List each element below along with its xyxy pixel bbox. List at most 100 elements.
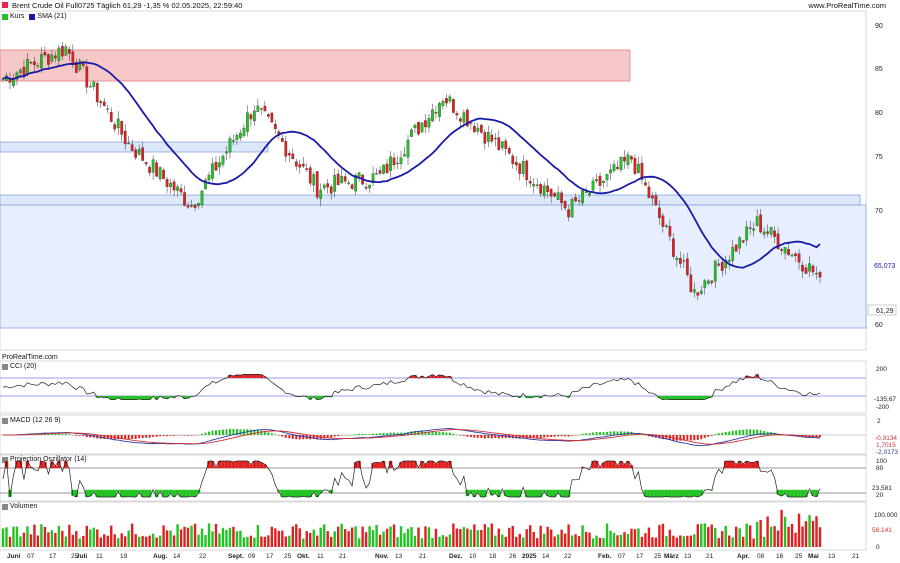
- projection-high-fill: [434, 463, 438, 469]
- x-day-label: 25: [795, 553, 803, 560]
- macd-hist-bar: [728, 431, 731, 435]
- projection-low-fill: [280, 489, 285, 497]
- projection-value: 23,581: [872, 485, 892, 492]
- macd-hist-bar: [647, 435, 650, 437]
- volume-value: 58.141: [872, 527, 892, 534]
- volume-bar: [595, 535, 598, 547]
- candle-body: [420, 122, 424, 133]
- projection-low-fill: [476, 489, 480, 493]
- candle-body: [312, 174, 316, 186]
- projection-legend: Projection Oszillator (14): [2, 456, 87, 463]
- projection-low-fill: [661, 489, 665, 497]
- support-zone-upper[interactable]: [0, 141, 269, 153]
- cci-oversold-fill: [140, 396, 145, 400]
- volume-bar: [96, 529, 99, 547]
- candle-body: [553, 192, 556, 197]
- candle-body: [479, 124, 483, 133]
- candle-body: [308, 167, 312, 184]
- volume-bar: [766, 516, 769, 547]
- volume-bar: [494, 535, 497, 547]
- projection-high-fill: [413, 461, 417, 469]
- volume-bar: [26, 526, 29, 547]
- support-zone-middle[interactable]: [0, 194, 861, 206]
- candle-body: [521, 161, 525, 174]
- projection-low-fill: [126, 489, 131, 497]
- volume-bar: [480, 530, 483, 547]
- macd-hist-bar: [431, 431, 434, 435]
- candle-body: [483, 132, 487, 144]
- candle-body: [71, 51, 75, 65]
- cci-oversold-fill: [699, 396, 704, 400]
- volume-bar: [312, 529, 315, 547]
- volume-bar: [647, 527, 651, 547]
- macd-hist-bar: [441, 432, 444, 435]
- projection-low-fill: [193, 489, 197, 497]
- candle-body: [36, 65, 40, 67]
- cci-overbought-fill: [430, 374, 435, 378]
- macd-hist-bar: [354, 434, 357, 435]
- macd-hist-bar: [427, 431, 430, 435]
- candle-body: [644, 182, 647, 186]
- volume-bar: [33, 524, 36, 547]
- chart-header: Brent Crude Oil Full0725 Täglich 61,29 -…: [0, 0, 900, 11]
- candle-body: [256, 105, 260, 112]
- volume-bar: [818, 527, 822, 547]
- projection-line: [2, 459, 821, 498]
- macd-hist-bar: [445, 432, 448, 435]
- candle-body: [410, 129, 413, 137]
- macd-hist-bar: [64, 433, 67, 435]
- cci-oversold-fill: [99, 396, 103, 398]
- projection-high-fill: [730, 461, 735, 469]
- x-month-label: Mai: [808, 553, 819, 560]
- candle-body: [808, 263, 811, 272]
- volume-bar: [99, 537, 102, 547]
- cci-overbought-fill: [420, 375, 424, 378]
- macd-hist-bar: [703, 435, 706, 438]
- projection-high-fill: [591, 461, 595, 469]
- candle-body: [804, 267, 808, 274]
- macd-hist-bar: [438, 431, 441, 435]
- x-day-label: 13: [684, 553, 692, 560]
- cci-indicator: [0, 373, 866, 401]
- candle-body: [214, 162, 218, 171]
- cci-oversold-fill: [531, 396, 536, 398]
- candle-body: [291, 153, 295, 160]
- cci-overbought-fill: [437, 374, 442, 378]
- candle-body: [417, 122, 420, 135]
- projection-high-fill: [626, 461, 630, 469]
- candle-body: [123, 130, 127, 145]
- volume-bar: [728, 535, 731, 547]
- macd-hist-bar: [141, 435, 144, 438]
- candle-body: [260, 108, 263, 110]
- cci-tick: 200: [876, 366, 887, 373]
- cci-oversold-fill: [685, 396, 690, 400]
- projection-high-fill: [598, 466, 602, 469]
- cci-oversold-fill: [524, 396, 529, 398]
- brand-label[interactable]: www.ProRealTime.com: [808, 1, 886, 10]
- candle-body: [134, 149, 138, 158]
- x-day-label: 07: [618, 553, 626, 560]
- candle-body: [336, 173, 340, 186]
- volume-bar: [741, 536, 745, 547]
- projection-low-fill: [490, 489, 494, 496]
- x-day-label: 09: [248, 553, 256, 560]
- macd-hist-bar: [225, 429, 228, 435]
- projection-low-fill: [133, 489, 138, 497]
- x-day-label: 25: [71, 553, 79, 560]
- candle-body: [340, 176, 344, 184]
- candle-body: [172, 181, 176, 191]
- volume-bar: [225, 529, 228, 547]
- macd-hist-bar: [633, 432, 636, 435]
- resistance-zone[interactable]: [0, 49, 631, 82]
- projection-low-fill: [175, 489, 180, 494]
- macd-hist-bar: [448, 432, 451, 435]
- volume-bar: [354, 526, 357, 547]
- cci-overbought-fill: [235, 374, 239, 378]
- macd-hist-bar: [689, 435, 692, 441]
- projection-high-fill: [357, 461, 361, 469]
- macd-hist-bar: [260, 430, 263, 435]
- macd-hist-bar: [379, 433, 382, 435]
- candle-body: [113, 124, 117, 130]
- chart-title: Brent Crude Oil Full0725 Täglich 61,29 -…: [12, 1, 243, 10]
